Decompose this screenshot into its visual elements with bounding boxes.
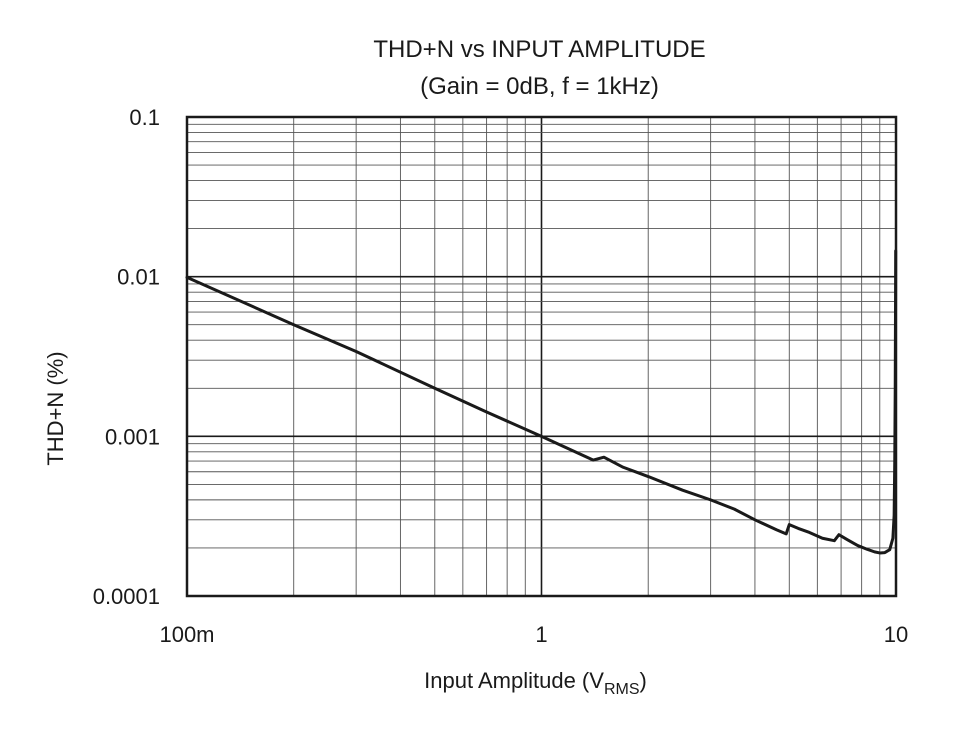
y-tick-label: 0.1 bbox=[129, 105, 160, 130]
chart-title: THD+N vs INPUT AMPLITUDE bbox=[373, 36, 705, 63]
y-tick-labels: 0.1 0.01 0.001 0.0001 bbox=[93, 105, 160, 609]
grid-lines bbox=[186, 117, 896, 597]
plot-frame bbox=[185, 115, 898, 598]
x-axis-label: Input Amplitude (VRMS) bbox=[424, 668, 647, 698]
x-axis-label-end: ) bbox=[640, 668, 647, 693]
x-tick-label: 10 bbox=[884, 622, 908, 647]
x-tick-label: 100m bbox=[159, 622, 214, 647]
x-axis-label-subscript: RMS bbox=[604, 681, 640, 698]
x-axis-label-main: Input Amplitude (V bbox=[424, 668, 604, 693]
x-tick-label: 1 bbox=[535, 622, 547, 647]
x-tick-labels: 100m 1 10 bbox=[159, 622, 908, 647]
y-tick-label: 0.01 bbox=[117, 265, 160, 290]
y-tick-label: 0.001 bbox=[105, 424, 160, 449]
thdn-curve bbox=[185, 249, 898, 555]
y-tick-label: 0.0001 bbox=[93, 584, 160, 609]
chart-subtitle: (Gain = 0dB, f = 1kHz) bbox=[420, 73, 659, 100]
y-axis-label: THD+N (%) bbox=[43, 351, 68, 465]
